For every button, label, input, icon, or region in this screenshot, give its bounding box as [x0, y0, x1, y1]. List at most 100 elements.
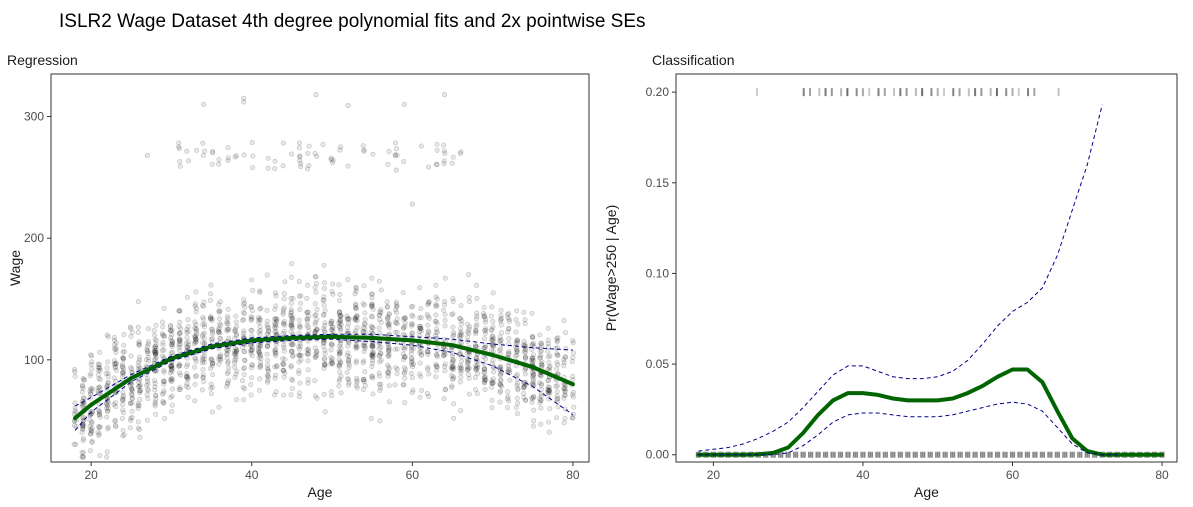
- data-point: [321, 312, 327, 318]
- data-point: [200, 375, 206, 381]
- data-point: [530, 355, 536, 361]
- data-point: [329, 360, 335, 366]
- data-point: [361, 147, 367, 153]
- data-point: [497, 364, 503, 370]
- data-point: [234, 153, 240, 159]
- data-point: [416, 315, 422, 321]
- data-point: [554, 389, 560, 395]
- data-point: [498, 378, 504, 384]
- data-point: [241, 330, 247, 336]
- data-point: [304, 310, 310, 316]
- data-point: [224, 319, 230, 325]
- data-point: [353, 360, 359, 366]
- data-point: [137, 354, 143, 360]
- data-point: [226, 378, 232, 384]
- data-point: [386, 148, 392, 154]
- data-point: [345, 376, 351, 382]
- data-point: [97, 349, 103, 355]
- data-point: [322, 347, 328, 353]
- data-point: [417, 394, 423, 400]
- data-point: [167, 327, 173, 333]
- data-point: [521, 380, 527, 386]
- data-point: [489, 380, 495, 386]
- data-point: [410, 346, 416, 352]
- data-point: [193, 322, 199, 328]
- classification-lower-se-line: [698, 401, 1118, 456]
- data-point: [409, 358, 415, 364]
- data-point: [450, 311, 456, 317]
- data-point: [490, 357, 496, 363]
- data-point: [176, 146, 182, 152]
- data-point: [153, 396, 159, 402]
- data-point: [448, 364, 454, 370]
- data-point: [362, 321, 368, 327]
- data-point: [498, 372, 504, 378]
- data-point: [368, 302, 374, 308]
- data-point: [514, 411, 520, 417]
- data-point: [281, 296, 287, 302]
- data-point: [521, 391, 527, 397]
- data-point: [402, 346, 408, 352]
- data-point: [506, 349, 512, 355]
- regression-points: [71, 92, 577, 460]
- y-tick-label: 300: [24, 110, 44, 124]
- data-point: [481, 305, 487, 311]
- data-point: [515, 339, 521, 345]
- data-point: [256, 350, 262, 356]
- data-point: [345, 324, 351, 330]
- data-point: [234, 324, 240, 330]
- data-point: [135, 405, 141, 411]
- data-point: [200, 152, 206, 158]
- data-point: [483, 343, 489, 349]
- data-point: [192, 355, 198, 361]
- data-point: [313, 274, 319, 280]
- data-point: [273, 389, 279, 395]
- data-point: [232, 328, 238, 334]
- data-point: [113, 345, 119, 351]
- data-point: [289, 324, 295, 330]
- data-point: [145, 376, 151, 382]
- data-point: [555, 404, 561, 410]
- data-point: [482, 366, 488, 372]
- data-point: [87, 431, 93, 437]
- data-point: [288, 274, 294, 280]
- data-point: [449, 365, 455, 371]
- data-point: [248, 350, 254, 356]
- data-point: [241, 316, 247, 322]
- data-point: [232, 351, 238, 357]
- data-point: [386, 366, 392, 372]
- data-point: [475, 365, 481, 371]
- data-point: [483, 356, 489, 362]
- data-point: [506, 317, 512, 323]
- data-point: [264, 344, 270, 350]
- data-point: [426, 299, 432, 305]
- data-point: [353, 317, 359, 323]
- data-point: [89, 409, 95, 415]
- data-point: [354, 314, 360, 320]
- data-point: [538, 361, 544, 367]
- data-point: [80, 424, 86, 430]
- data-point: [144, 382, 150, 388]
- data-point: [193, 329, 199, 335]
- data-point: [378, 287, 384, 293]
- data-point: [522, 371, 528, 377]
- data-point: [274, 364, 280, 370]
- data-point: [505, 393, 511, 399]
- data-point: [545, 378, 551, 384]
- data-point: [273, 293, 279, 299]
- data-point: [169, 363, 175, 369]
- data-point: [370, 373, 376, 379]
- data-point: [249, 347, 255, 353]
- data-point: [168, 350, 174, 356]
- data-point: [177, 308, 183, 314]
- data-point: [120, 396, 126, 402]
- data-point: [89, 429, 95, 435]
- data-point: [113, 367, 119, 373]
- data-point: [176, 144, 182, 150]
- data-point: [545, 348, 551, 354]
- data-point: [346, 360, 352, 366]
- data-point: [434, 142, 440, 148]
- data-point: [569, 392, 575, 398]
- data-point: [442, 352, 448, 358]
- data-point: [80, 450, 86, 456]
